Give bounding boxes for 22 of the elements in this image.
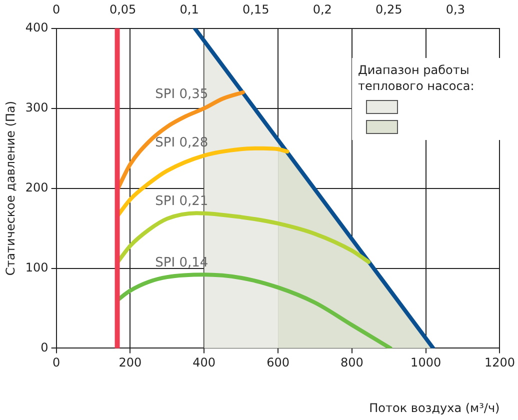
y-tick-label: 200 xyxy=(25,180,48,194)
y-axis-title: Статическое давление (Па) xyxy=(3,100,18,276)
x2-tick-label: 0,25 xyxy=(376,2,402,16)
x-tick-label: 400 xyxy=(192,356,216,370)
x2-tick-label: 0 xyxy=(52,2,60,16)
x-tick-label: 600 xyxy=(266,356,290,370)
y-tick-label: 0 xyxy=(40,340,48,354)
x2-tick-label: 0,3 xyxy=(446,2,465,16)
x-tick-label: 0 xyxy=(52,356,60,370)
x2-tick-label: 0,15 xyxy=(242,2,270,16)
y-tick-label: 100 xyxy=(25,260,48,274)
y-tick-label: 300 xyxy=(25,100,48,114)
x-tick-label: 200 xyxy=(118,356,142,370)
x-tick-label: 800 xyxy=(340,356,364,370)
x-axis-title: Поток воздуха (м³/ч) xyxy=(369,400,500,415)
x-tick-label: 1200 xyxy=(484,356,516,370)
x2-tick-label: 0,05 xyxy=(109,2,136,16)
x2-tick-label: 0,2 xyxy=(312,2,332,16)
legend-title: Диапазон работы теплового насоса: xyxy=(358,62,476,94)
x-tick-label: 1000 xyxy=(410,356,442,370)
x2-tick-label: 0,1 xyxy=(180,2,199,16)
y-tick-label: 400 xyxy=(25,20,48,35)
